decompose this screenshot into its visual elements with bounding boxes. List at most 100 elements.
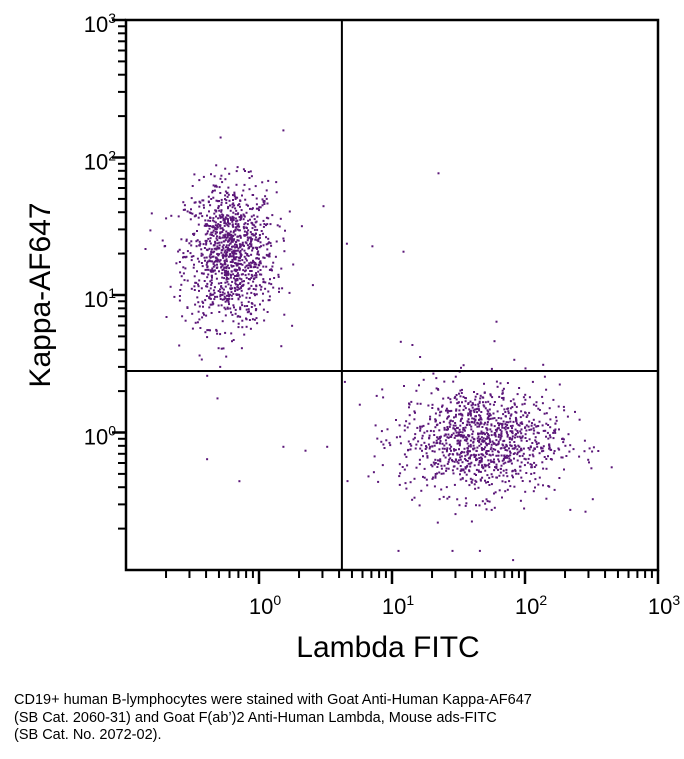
data-point	[501, 397, 504, 399]
data-point	[283, 313, 286, 316]
data-point	[197, 223, 200, 226]
data-point	[291, 324, 294, 327]
data-point	[212, 262, 215, 265]
data-point	[461, 417, 463, 420]
data-point	[382, 396, 385, 399]
data-point	[512, 476, 514, 479]
data-point	[536, 445, 539, 448]
data-point	[193, 215, 196, 218]
data-point	[208, 247, 211, 250]
data-point	[250, 253, 253, 256]
data-point	[230, 311, 232, 314]
data-point	[300, 225, 303, 228]
data-point	[258, 264, 261, 267]
data-point	[257, 257, 260, 260]
data-point	[457, 434, 460, 437]
data-point	[506, 432, 509, 435]
data-point	[193, 173, 196, 176]
data-point	[501, 389, 504, 392]
data-point	[247, 278, 250, 280]
data-point	[282, 239, 285, 242]
data-point	[222, 268, 225, 271]
data-point	[568, 450, 571, 453]
data-point	[200, 358, 203, 361]
data-point	[411, 344, 414, 346]
data-point	[271, 269, 273, 272]
data-point	[252, 266, 255, 269]
data-point	[230, 218, 232, 221]
data-point	[217, 247, 220, 250]
data-point	[509, 430, 512, 433]
data-point	[244, 274, 247, 277]
data-point	[219, 177, 222, 180]
data-point	[478, 418, 481, 421]
data-point	[486, 423, 489, 426]
data-point	[412, 438, 415, 441]
data-point	[225, 246, 227, 249]
data-point	[237, 204, 240, 207]
data-point	[433, 434, 436, 436]
data-point	[550, 448, 553, 451]
data-point	[240, 286, 242, 289]
data-point	[505, 421, 508, 424]
data-point	[542, 484, 544, 487]
data-point	[415, 466, 418, 469]
data-point	[498, 489, 501, 492]
data-point	[234, 290, 237, 292]
data-point	[522, 452, 525, 455]
data-point	[468, 450, 470, 453]
data-point	[288, 210, 291, 213]
data-point	[478, 432, 481, 435]
data-point	[454, 424, 457, 427]
data-point	[244, 222, 247, 225]
data-point	[434, 473, 437, 475]
data-point	[218, 200, 220, 202]
data-point	[215, 237, 218, 240]
data-point	[499, 438, 502, 441]
data-point	[239, 308, 242, 311]
data-point	[249, 170, 252, 173]
data-point	[252, 280, 255, 283]
data-point	[239, 245, 242, 248]
data-point	[207, 237, 210, 240]
data-point	[225, 355, 228, 358]
data-point	[266, 202, 269, 205]
data-point	[492, 448, 495, 450]
data-point	[226, 307, 229, 310]
data-point	[208, 225, 211, 227]
data-point	[484, 446, 487, 449]
data-point	[215, 267, 218, 269]
data-point	[502, 396, 505, 399]
data-point	[230, 332, 233, 335]
data-point	[459, 465, 462, 467]
data-point	[516, 430, 519, 432]
data-point	[490, 460, 493, 463]
data-point	[198, 244, 201, 247]
data-point	[499, 429, 502, 431]
data-point	[215, 164, 218, 167]
data-point	[223, 277, 226, 280]
data-point	[256, 322, 259, 325]
data-point	[497, 435, 500, 438]
data-point	[245, 227, 248, 229]
data-point	[521, 480, 524, 482]
data-point	[245, 276, 248, 279]
data-point	[520, 439, 523, 442]
data-point	[372, 471, 375, 474]
data-point	[493, 492, 495, 495]
data-point	[562, 438, 565, 441]
data-point	[478, 457, 481, 460]
data-point	[466, 460, 469, 462]
data-point	[240, 289, 243, 292]
data-point	[477, 422, 479, 425]
data-point	[223, 263, 226, 266]
data-point	[533, 466, 536, 468]
data-point	[534, 486, 536, 489]
data-point	[469, 465, 472, 468]
data-point	[446, 436, 449, 439]
data-point	[428, 434, 431, 437]
data-point	[437, 388, 440, 391]
data-point	[198, 240, 201, 243]
data-point	[439, 440, 442, 442]
data-point	[545, 467, 548, 470]
